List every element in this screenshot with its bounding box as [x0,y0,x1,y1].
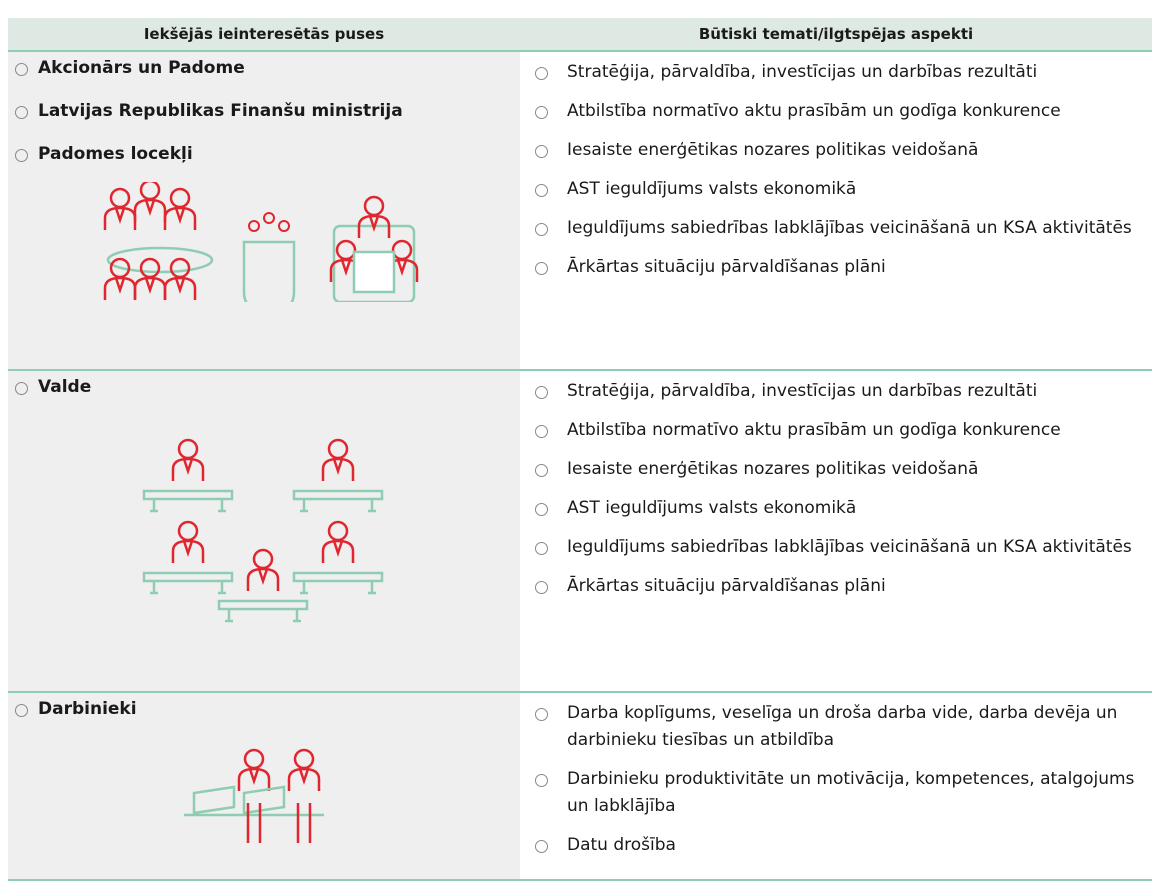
topic-cell: Stratēģija, pārvaldība, investīcijas un … [520,371,1152,691]
icon-employees [184,748,324,843]
topic-item: Stratēģija, pārvaldība, investīcijas un … [520,378,1152,405]
table-header: Iekšējās ieinteresētās puses Būtiski tem… [8,18,1152,52]
topic-item: Datu drošība [520,832,1152,859]
topic-item: AST ieguldījums valsts ekonomikā [520,176,1152,203]
topic-cell: Stratēģija, pārvaldība, investīcijas un … [520,52,1152,369]
topic-item: Ieguldījums sabiedrības labklājības veic… [520,215,1152,242]
topic-item: Stratēģija, pārvaldība, investīcijas un … [520,59,1152,86]
topic-item: Atbilstība normatīvo aktu prasībām un go… [520,98,1152,125]
topic-item: Ieguldījums sabiedrības labklājības veic… [520,534,1152,561]
stakeholder-item: Valde [8,374,520,401]
topic-cell: Darba koplīgums, veselīga un droša darba… [520,693,1152,879]
topic-item: Iesaiste enerģētikas nozares politikas v… [520,456,1152,483]
topic-item: Darbinieku produktivitāte un motivācija,… [520,766,1152,820]
stakeholder-item: Padomes locekļi [8,141,520,168]
topic-item: Atbilstība normatīvo aktu prasībām un go… [520,417,1152,444]
table-row: Akcionārs un Padome Latvijas Republikas F… [8,52,1152,371]
table-body: Akcionārs un Padome Latvijas Republikas F… [8,52,1152,881]
stakeholder-item: Akcionārs un Padome [8,55,520,82]
stakeholder-item: Latvijas Republikas Finanšu ministrija [8,98,520,125]
icon-board [103,182,419,302]
stakeholder-cell: Akcionārs un Padome Latvijas Republikas F… [8,52,520,369]
topic-item: Darba koplīgums, veselīga un droša darba… [520,700,1152,754]
header-cell: Iekšējās ieinteresētās puses [143,25,385,43]
header-cell: Būtiski temati/ilgtspējas aspekti [698,25,974,43]
topic-item: Ārkārtas situāciju pārvaldīšanas plāni [520,254,1152,281]
stakeholder-item: Darbinieki [8,696,520,723]
icon-management [142,438,384,623]
topic-item: Ārkārtas situāciju pārvaldīšanas plāni [520,573,1152,600]
stakeholder-cell: Darbinieki [8,693,520,879]
topic-item: Iesaiste enerģētikas nozares politikas v… [520,137,1152,164]
table-row: Valde Stratēģija, pārvaldība, investīcij… [8,371,1152,693]
stakeholder-cell: Valde [8,371,520,691]
topic-item: AST ieguldījums valsts ekonomikā [520,495,1152,522]
table-row: Darbinieki Darba koplīgums, veselīga un … [8,693,1152,881]
table: Iekšējās ieinteresētās puses Būtiski tem… [8,18,1152,881]
